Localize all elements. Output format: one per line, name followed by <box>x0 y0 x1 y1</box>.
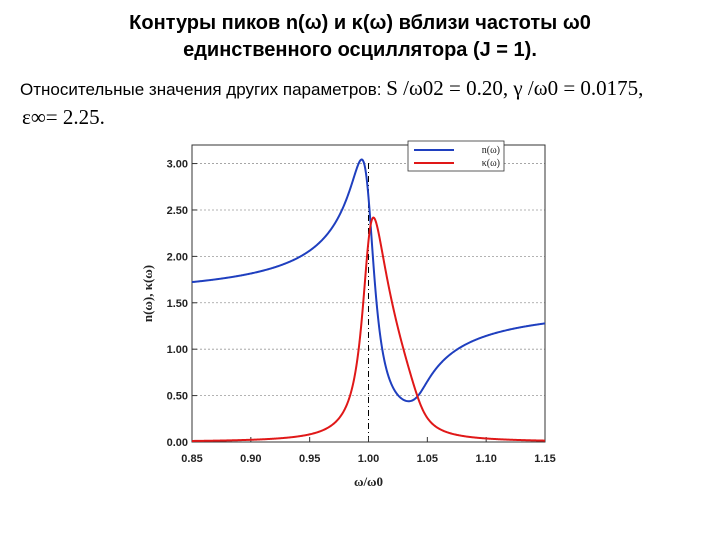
x-tick-label-5: 1.10 <box>475 453 496 465</box>
parameters-line: Относительные значения других параметров… <box>20 74 710 104</box>
x-tick-label-3: 1.00 <box>358 453 379 465</box>
x-axis-label: ω/ω0 <box>354 474 383 489</box>
x-tick-label-6: 1.15 <box>534 453 555 465</box>
series-kappa-line <box>192 216 546 442</box>
y-tick-label-4: 2.00 <box>167 251 188 263</box>
y-tick-label-2: 1.00 <box>167 344 188 356</box>
x-tick-label-1: 0.90 <box>240 453 261 465</box>
y-tick-label-0: 0.00 <box>167 437 188 449</box>
slide-title: Контуры пиков n(ω) и κ(ω) вблизи частоты… <box>0 10 720 64</box>
x-tick-label-4: 1.05 <box>417 453 438 465</box>
y-tick-label-1: 0.50 <box>167 391 188 403</box>
y-tick-label-6: 3.00 <box>167 159 188 171</box>
title-line-2: единственного осциллятора (J = 1). <box>183 39 537 61</box>
y-axis-label: n(ω), κ(ω) <box>140 265 155 322</box>
parameters-formula: S /ω02 = 0.20, γ /ω0 = 0.0175, <box>386 76 644 100</box>
y-tick-label-5: 2.50 <box>167 205 188 217</box>
epsilon-infinity-value: ε∞= 2.25. <box>22 105 105 129</box>
x-tick-label-2: 0.95 <box>299 453 320 465</box>
parameters-prefix: Относительные значения других параметров… <box>20 80 382 99</box>
legend-n-label: n(ω) <box>482 145 500 156</box>
title-line-1: Контуры пиков n(ω) и κ(ω) вблизи частоты… <box>129 12 591 34</box>
series-n-line <box>191 158 546 403</box>
x-tick-label-0: 0.85 <box>181 453 202 465</box>
legend-kappa-label: κ(ω) <box>482 158 500 169</box>
axis-ticks: 0.00 0.50 1.00 1.50 2.00 2.50 3.00 0.85 0.90 0.95… <box>167 159 556 465</box>
legend: n(ω) κ(ω) <box>407 140 505 172</box>
y-tick-label-3: 1.50 <box>167 298 188 310</box>
legend-box <box>407 140 505 172</box>
